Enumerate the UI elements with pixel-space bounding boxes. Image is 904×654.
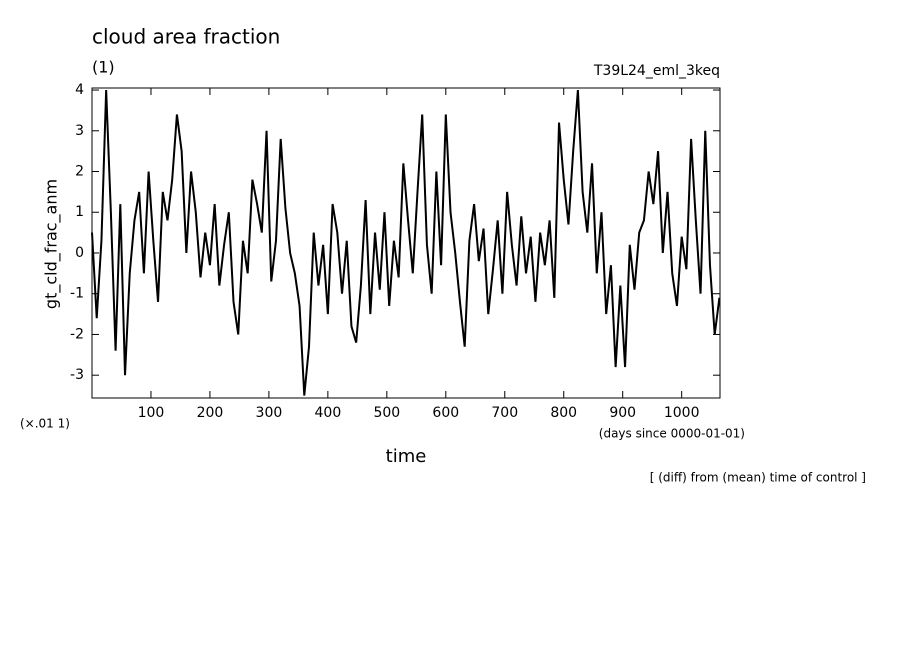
- y-axis-label: gt_cld_frac_anm: [42, 179, 62, 309]
- y-tick-label: 0: [75, 245, 84, 261]
- x-tick-label: 600: [432, 405, 459, 421]
- experiment-label: T39L24_eml_3keq: [593, 63, 720, 79]
- y-tick-label: 3: [75, 123, 84, 139]
- data-line: [91, 89, 721, 396]
- chart-title: cloud area fraction: [92, 25, 280, 49]
- x-axis-label: time: [386, 446, 427, 467]
- x-tick-label: 800: [550, 405, 577, 421]
- note: [ (diff) from (mean) time of control ]: [650, 471, 866, 485]
- x-tick-label: 100: [138, 405, 165, 421]
- x-tick-label: 1000: [664, 405, 700, 421]
- y-tick-label: 2: [75, 164, 84, 180]
- y-tick-label: -3: [70, 367, 84, 383]
- x-tick-label: 400: [315, 405, 342, 421]
- y-tick-label: 4: [75, 82, 84, 98]
- y-scale-label: (×.01 1): [20, 417, 70, 431]
- x-tick-label: 200: [197, 405, 224, 421]
- y-tick-label: -2: [70, 326, 84, 342]
- x-tick-label: 500: [373, 405, 400, 421]
- x-tick-label: 300: [256, 405, 283, 421]
- x-unit-label: (days since 0000-01-01): [599, 427, 745, 441]
- subtitle: (1): [92, 58, 115, 77]
- x-tick-label: 700: [491, 405, 518, 421]
- y-tick-label: 1: [75, 204, 84, 220]
- x-tick-label: 900: [609, 405, 636, 421]
- y-tick-label: -1: [70, 286, 84, 302]
